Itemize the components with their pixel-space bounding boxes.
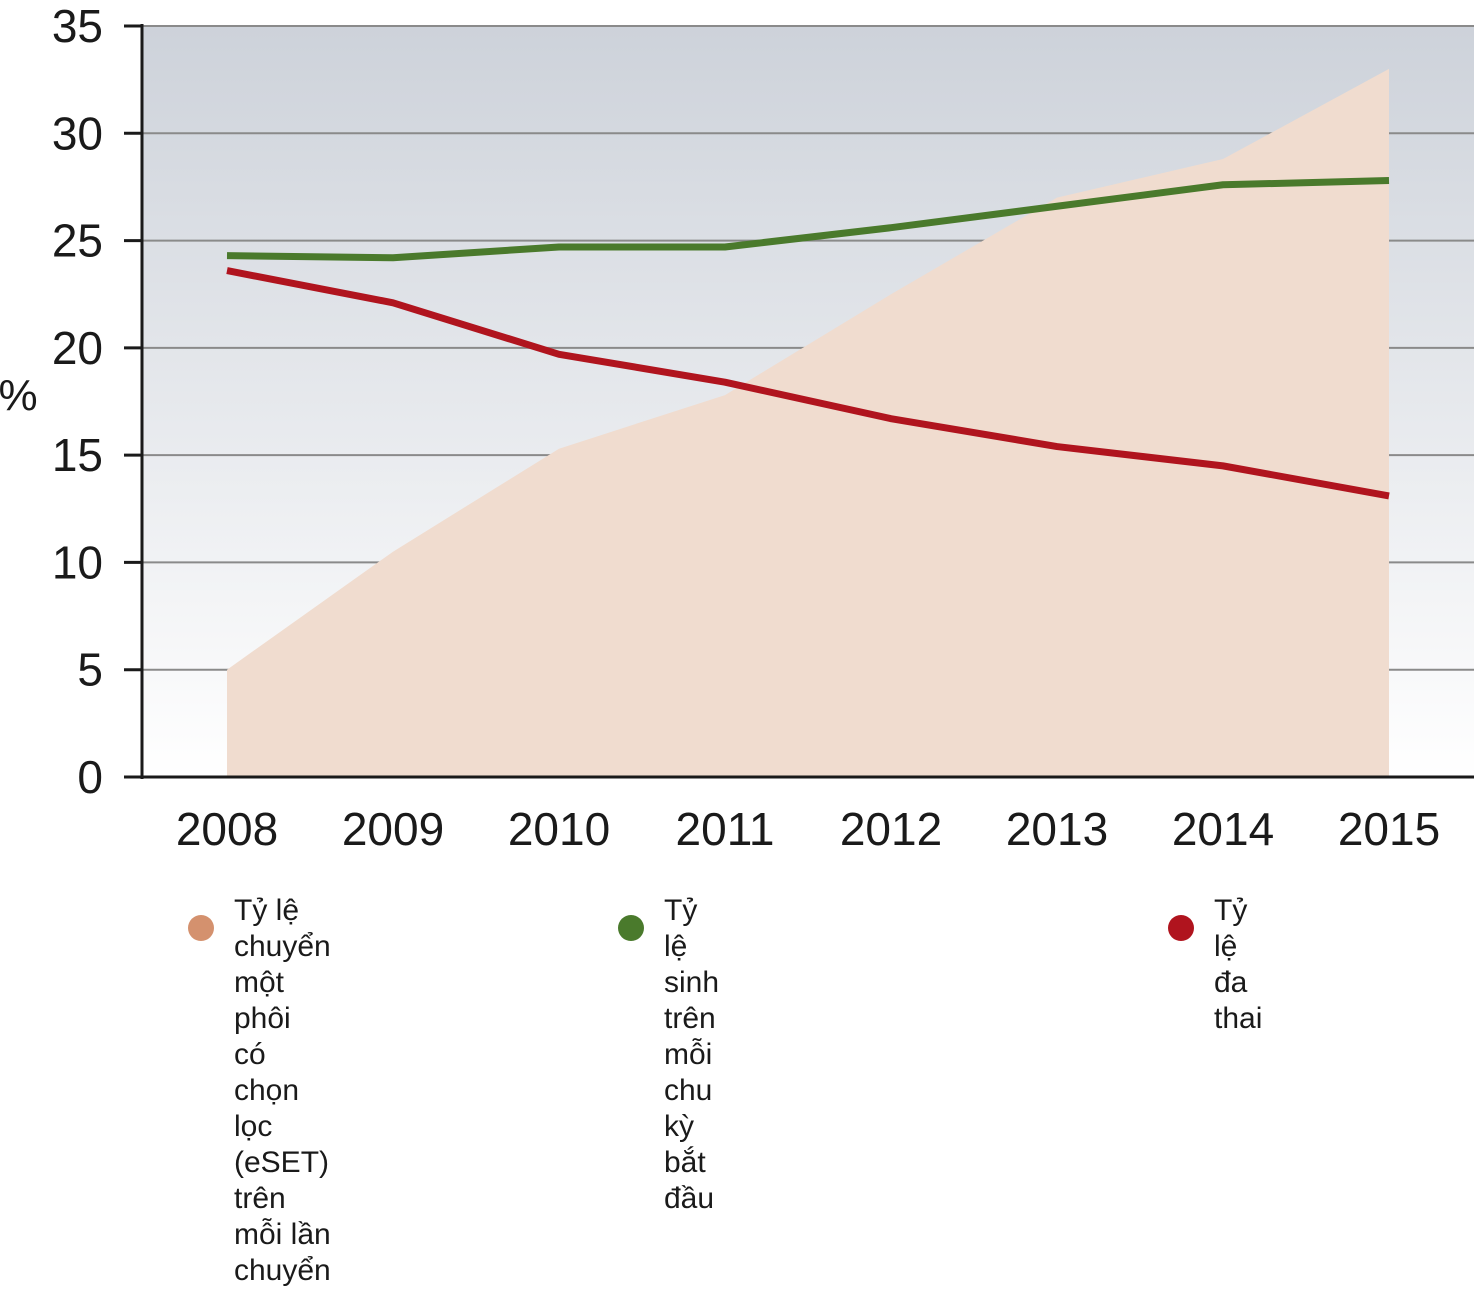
legend-label-eset: Tỷ lệ chuyển một phôi có chọn lọc (eSET)… — [234, 893, 331, 1289]
x-tick-label-2012: 2012 — [840, 803, 942, 855]
legend-label-birth-rate: Tỷ lệ sinh trên mỗi chu kỳ bắt đầu — [664, 893, 719, 1217]
y-tick-label-5: 5 — [77, 644, 103, 696]
y-tick-label-20: 20 — [52, 322, 103, 374]
x-tick-label-2015: 2015 — [1338, 803, 1440, 855]
legend-item-birth-rate: Tỷ lệ sinh trên mỗi chu kỳ bắt đầu — [618, 893, 719, 1217]
legend-item-multiple-birth: Tỷ lệ đa thai — [1168, 893, 1262, 1037]
y-axis-label: % — [0, 371, 38, 420]
x-tick-label-2013: 2013 — [1006, 803, 1108, 855]
y-axis-ticks: 0 5 10 15 20 25 30 35 — [52, 0, 142, 803]
x-tick-label-2008: 2008 — [176, 803, 278, 855]
y-tick-label-30: 30 — [52, 107, 103, 159]
y-tick-label-25: 25 — [52, 215, 103, 267]
y-tick-label-15: 15 — [52, 429, 103, 481]
y-tick-label-0: 0 — [77, 751, 103, 803]
x-tick-label-2011: 2011 — [676, 803, 775, 855]
x-tick-label-2014: 2014 — [1172, 803, 1274, 855]
x-tick-label-2009: 2009 — [342, 803, 444, 855]
y-tick-label-35: 35 — [52, 0, 103, 52]
legend-item-eset: Tỷ lệ chuyển một phôi có chọn lọc (eSET)… — [188, 893, 331, 1289]
legend-dot-multiple-birth — [1168, 915, 1194, 941]
x-tick-label-2010: 2010 — [508, 803, 610, 855]
legend-dot-birth-rate — [618, 915, 644, 941]
legend-dot-eset — [188, 915, 214, 941]
x-axis-ticks: 2008 2009 2010 2011 2012 2013 2014 2015 — [176, 803, 1440, 855]
y-tick-label-10: 10 — [52, 536, 103, 588]
legend-label-multiple-birth: Tỷ lệ đa thai — [1214, 893, 1262, 1037]
